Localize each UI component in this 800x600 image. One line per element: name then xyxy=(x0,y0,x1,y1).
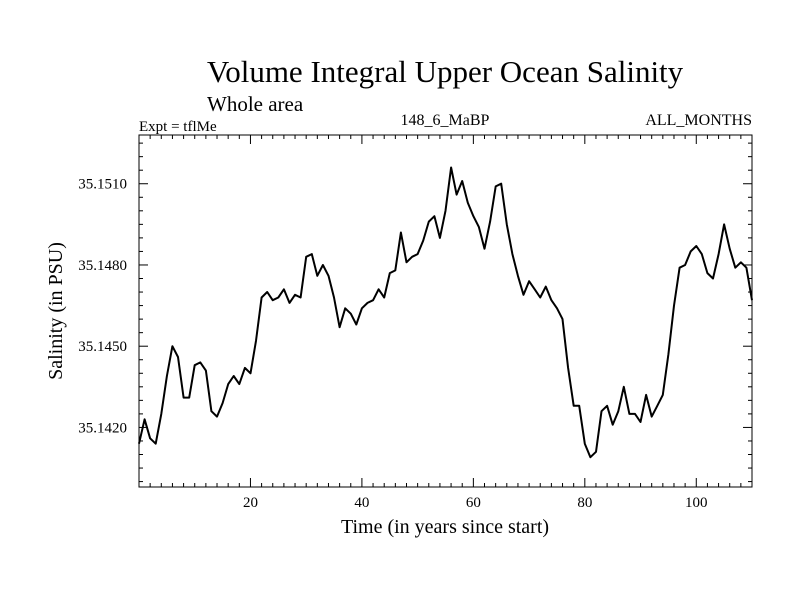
x-tick-label: 20 xyxy=(243,495,258,511)
chart-title: Volume Integral Upper Ocean Salinity xyxy=(207,54,684,89)
months-label: ALL_MONTHS xyxy=(645,112,752,129)
y-tick-label: 35.1420 xyxy=(78,420,127,436)
plot-frame xyxy=(138,134,753,488)
x-tick-label: 100 xyxy=(685,495,708,511)
y-tick-label: 35.1450 xyxy=(78,339,127,355)
x-axis-label: Time (in years since start) xyxy=(341,516,549,538)
series-line-salinity xyxy=(138,166,753,459)
run-label: 148_6_MaBP xyxy=(401,112,490,129)
chart-subtitle: Whole area xyxy=(207,92,304,116)
y-tick-label: 35.1480 xyxy=(78,258,127,274)
x-tick-label: 60 xyxy=(466,495,481,511)
y-tick-label: 35.1510 xyxy=(78,177,127,193)
experiment-label: Expt = tflMe xyxy=(139,119,217,135)
x-tick-label: 80 xyxy=(577,495,592,511)
y-tick-labels: 35.1420 35.1450 35.1480 35.1510 xyxy=(78,177,127,437)
x-tick-label: 40 xyxy=(354,495,369,511)
data-series xyxy=(138,166,753,459)
y-axis-label: Salinity (in PSU) xyxy=(45,242,67,380)
axis-ticks xyxy=(139,135,752,487)
x-tick-labels: 20 40 60 80 100 xyxy=(243,495,708,511)
